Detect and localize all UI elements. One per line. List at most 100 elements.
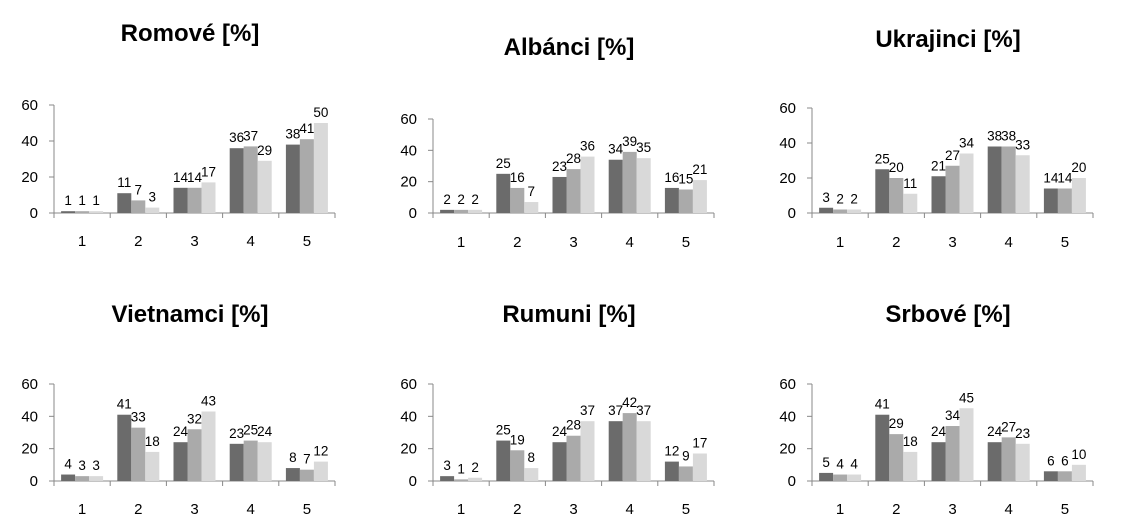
bar <box>285 468 300 481</box>
bar <box>889 434 904 481</box>
bar <box>903 451 918 481</box>
data-label: 35 <box>636 140 651 155</box>
bar <box>580 421 595 481</box>
bar <box>664 461 679 481</box>
data-label: 14 <box>187 170 203 185</box>
data-label: 2 <box>443 192 451 207</box>
y-tick-label: 20 <box>21 441 38 458</box>
data-label: 19 <box>510 432 525 447</box>
x-tick-label: 5 <box>682 234 690 251</box>
x-tick-label: 5 <box>682 501 690 517</box>
bar <box>117 193 132 213</box>
data-label: 41 <box>117 397 132 412</box>
data-label: 25 <box>243 423 258 438</box>
bar <box>692 453 707 481</box>
chart-title: Rumuni [%] <box>502 301 635 328</box>
chart-panel: Romové [%] 0 20 40 60 1 1 1 1 2 11 7 3 3 14 14 17 4 36 37 29… <box>0 0 379 258</box>
bar <box>636 421 651 481</box>
data-label: 6 <box>1061 453 1069 468</box>
data-label: 38 <box>285 127 300 142</box>
bar <box>622 151 637 213</box>
chart-panel: Srbové [%] 0 20 40 60 1 5 4 4 2 41 29 18 3 24 34 45 4 24 27… <box>758 259 1137 517</box>
y-tick-label: 40 <box>21 408 38 425</box>
bar <box>833 474 848 481</box>
data-label: 36 <box>580 139 595 154</box>
data-label: 4 <box>836 457 844 472</box>
bar <box>1043 471 1058 481</box>
chart-title: Vietnamci [%] <box>112 301 269 328</box>
data-label: 4 <box>64 457 72 472</box>
data-label: 14 <box>173 170 189 185</box>
data-label: 33 <box>131 410 146 425</box>
y-tick-label: 0 <box>788 205 796 222</box>
x-tick-label: 5 <box>1061 234 1069 251</box>
y-tick-label: 40 <box>400 408 417 425</box>
data-label: 41 <box>875 397 890 412</box>
bar <box>89 476 104 481</box>
x-tick-label: 1 <box>457 234 465 251</box>
bar <box>903 193 918 213</box>
bar <box>201 411 216 481</box>
bar <box>145 451 160 481</box>
x-tick-label: 4 <box>626 501 634 517</box>
data-label: 21 <box>692 162 707 177</box>
x-tick-label: 4 <box>626 234 634 251</box>
x-tick-label: 4 <box>247 501 255 517</box>
y-tick-label: 20 <box>779 441 796 458</box>
bar <box>552 176 567 213</box>
y-tick-label: 60 <box>779 376 796 393</box>
data-label: 11 <box>903 176 917 191</box>
chart-panel: Rumuni [%] 0 20 40 60 1 3 1 2 2 25 19 8 3 24 28 37 4 37 42 3… <box>379 259 758 517</box>
bar <box>454 479 469 481</box>
data-label: 17 <box>692 436 707 451</box>
data-label: 7 <box>135 182 143 197</box>
bar <box>1057 471 1072 481</box>
bar <box>313 461 328 481</box>
chart-panel: Vietnamci [%] 0 20 40 60 1 4 3 3 2 41 33 18 3 24 32 43 4 2… <box>0 259 379 517</box>
bar <box>510 187 525 213</box>
data-label: 7 <box>528 184 536 199</box>
data-label: 20 <box>1071 160 1086 175</box>
y-tick-label: 60 <box>21 376 38 393</box>
bar <box>468 209 483 213</box>
x-tick-label: 3 <box>190 501 198 517</box>
bar <box>1001 437 1016 481</box>
x-tick-label: 2 <box>134 501 142 517</box>
data-label: 37 <box>608 403 623 418</box>
bar <box>496 440 511 481</box>
y-tick-label: 60 <box>400 111 417 128</box>
data-label: 18 <box>903 434 918 449</box>
data-label: 34 <box>945 408 961 423</box>
data-label: 39 <box>622 134 637 149</box>
x-tick-label: 3 <box>190 233 198 250</box>
bar <box>1071 178 1086 213</box>
x-tick-label: 5 <box>1061 501 1069 517</box>
bar <box>257 160 272 213</box>
bar <box>285 144 300 213</box>
data-label: 2 <box>850 192 858 207</box>
bar <box>524 468 539 481</box>
bar <box>454 209 469 213</box>
bar <box>678 189 693 213</box>
y-tick-label: 0 <box>30 205 38 222</box>
y-tick-label: 60 <box>779 100 796 117</box>
x-tick-label: 1 <box>78 501 86 517</box>
y-tick-label: 20 <box>779 170 796 187</box>
bar <box>1001 146 1016 213</box>
bar <box>959 153 974 213</box>
data-label: 5 <box>822 455 830 470</box>
data-label: 27 <box>1001 419 1016 434</box>
bar <box>173 442 188 481</box>
data-label: 24 <box>257 424 273 439</box>
y-tick-label: 0 <box>30 473 38 490</box>
y-tick-label: 60 <box>400 376 417 393</box>
x-tick-label: 4 <box>1005 234 1013 251</box>
data-label: 2 <box>457 192 465 207</box>
bar <box>819 472 834 481</box>
bar <box>1071 464 1086 481</box>
y-tick-label: 40 <box>21 133 38 150</box>
bar <box>187 429 202 481</box>
bar <box>201 182 216 213</box>
data-label: 18 <box>145 434 160 449</box>
